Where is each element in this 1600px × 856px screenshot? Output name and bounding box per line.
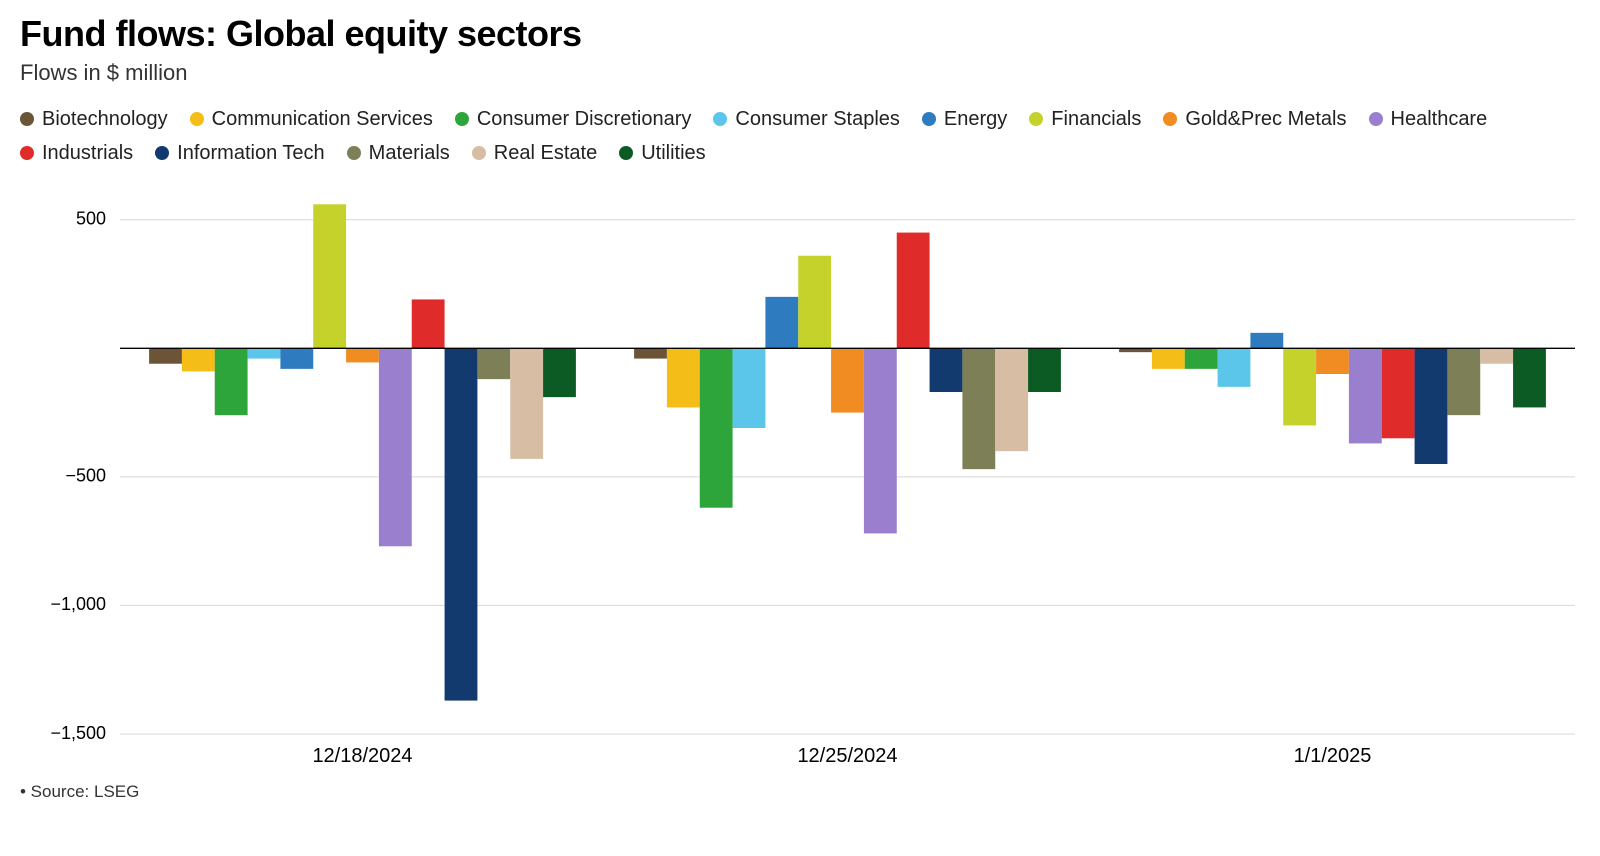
plot-area: 500 −500 −1,000 −1,500 12/18/2024 12/25/2024 1… (20, 184, 1580, 774)
legend-item: Financials (1029, 104, 1141, 134)
bar (1283, 348, 1316, 425)
legend-item: Energy (922, 104, 1007, 134)
bar (379, 348, 412, 546)
bar (1316, 348, 1349, 374)
bar (543, 348, 576, 397)
bar (930, 348, 963, 392)
bar (313, 204, 346, 348)
legend-item: Consumer Staples (713, 104, 900, 134)
legend-label: Financials (1051, 104, 1141, 134)
legend-swatch (20, 112, 34, 126)
y-axis-tick-label: −500 (65, 465, 106, 485)
legend-swatch (1369, 112, 1383, 126)
legend-label: Energy (944, 104, 1007, 134)
legend-swatch (455, 112, 469, 126)
source-label: • Source: LSEG (20, 782, 1580, 802)
legend-item: Real Estate (472, 138, 597, 168)
legend-label: Consumer Discretionary (477, 104, 692, 134)
legend-item: Utilities (619, 138, 705, 168)
legend-swatch (619, 146, 633, 160)
bar (995, 348, 1028, 451)
bar (765, 296, 798, 347)
legend-label: Healthcare (1391, 104, 1488, 134)
bar (182, 348, 215, 371)
bar (1415, 348, 1448, 464)
y-axis-tick-label: −1,000 (50, 594, 106, 614)
x-axis-tick-label: 1/1/2025 (1294, 745, 1372, 767)
legend-label: Biotechnology (42, 104, 168, 134)
legend-label: Communication Services (212, 104, 433, 134)
legend-item: Industrials (20, 138, 133, 168)
chart-svg: 500 −500 −1,000 −1,500 12/18/2024 12/25/2024 1… (20, 184, 1580, 774)
bar (149, 348, 182, 363)
bar (1185, 348, 1218, 369)
bar (1382, 348, 1415, 438)
x-axis-tick-label: 12/18/2024 (312, 745, 412, 767)
bar (280, 348, 313, 369)
bar (962, 348, 995, 469)
legend-item: Materials (347, 138, 450, 168)
bar (1480, 348, 1513, 363)
bar (477, 348, 510, 379)
bar (445, 348, 478, 700)
chart-title: Fund flows: Global equity sectors (20, 14, 1580, 54)
y-axis-tick-label: 500 (76, 208, 106, 228)
bar (248, 348, 281, 358)
legend-label: Consumer Staples (735, 104, 900, 134)
legend-label: Information Tech (177, 138, 325, 168)
legend-label: Gold&Prec Metals (1185, 104, 1346, 134)
bar (1250, 332, 1283, 347)
legend-swatch (347, 146, 361, 160)
bar (346, 348, 379, 362)
legend-swatch (713, 112, 727, 126)
legend-swatch (1029, 112, 1043, 126)
bar (1218, 348, 1251, 387)
x-axis-tick-label: 12/25/2024 (797, 745, 897, 767)
bar (831, 348, 864, 412)
bar (215, 348, 248, 415)
bar (1028, 348, 1061, 392)
bar (1447, 348, 1480, 415)
legend-item: Gold&Prec Metals (1163, 104, 1346, 134)
bar (1152, 348, 1185, 369)
legend-item: Information Tech (155, 138, 325, 168)
bar (1349, 348, 1382, 443)
bar (412, 299, 445, 348)
legend-label: Utilities (641, 138, 705, 168)
legend-swatch (1163, 112, 1177, 126)
legend-item: Healthcare (1369, 104, 1488, 134)
bar (510, 348, 543, 459)
bar (733, 348, 766, 428)
legend-label: Real Estate (494, 138, 597, 168)
bar (864, 348, 897, 533)
legend-swatch (20, 146, 34, 160)
legend-item: Biotechnology (20, 104, 168, 134)
legend-label: Industrials (42, 138, 133, 168)
legend-swatch (472, 146, 486, 160)
chart-container: Fund flows: Global equity sectors Flows … (0, 0, 1600, 856)
y-axis-tick-label: −1,500 (50, 722, 106, 742)
legend-label: Materials (369, 138, 450, 168)
bar (897, 232, 930, 348)
bar (667, 348, 700, 407)
legend-item: Communication Services (190, 104, 433, 134)
bar (1513, 348, 1546, 407)
bar (634, 348, 667, 358)
legend-swatch (190, 112, 204, 126)
legend-item: Consumer Discretionary (455, 104, 692, 134)
bar (700, 348, 733, 507)
legend-swatch (155, 146, 169, 160)
bar (798, 255, 831, 348)
legend-swatch (922, 112, 936, 126)
chart-subtitle: Flows in $ million (20, 60, 1580, 86)
legend: Biotechnology Communication Services Consu… (20, 104, 1540, 168)
